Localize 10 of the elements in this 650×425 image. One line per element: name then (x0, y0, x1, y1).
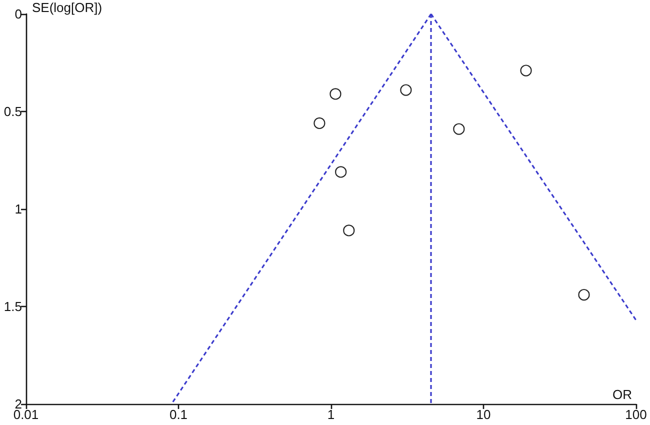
x-axis-title: OR (612, 387, 632, 402)
x-tick-label: 1 (327, 407, 335, 422)
y-tick-label: 0.5 (4, 104, 22, 119)
y-tick-label: 1 (14, 202, 22, 216)
x-tick-label: 10 (476, 407, 491, 422)
x-tick-label: 100 (625, 407, 647, 422)
y-tick-label: 0 (14, 6, 22, 22)
y-axis-title: SE(log[OR]) (32, 0, 102, 15)
y-tick-label: 1.5 (4, 299, 22, 314)
x-tick-label: 0.1 (169, 407, 188, 422)
